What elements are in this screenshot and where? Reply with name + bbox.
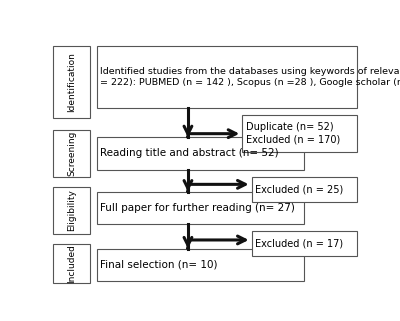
Bar (96, 248, 304, 281)
Bar (53, 244, 90, 283)
Bar (96, 46, 357, 108)
Bar (53, 130, 90, 177)
Text: Identification: Identification (67, 52, 76, 112)
Text: Full paper for further reading (n= 27): Full paper for further reading (n= 27) (100, 203, 295, 213)
Text: Screening: Screening (67, 131, 76, 176)
Bar (53, 187, 90, 234)
Bar (96, 192, 304, 224)
Text: Excluded (n = 17): Excluded (n = 17) (255, 239, 343, 249)
Text: Duplicate (n= 52)
Excluded (n = 170): Duplicate (n= 52) Excluded (n = 170) (246, 123, 340, 145)
Bar (96, 137, 304, 169)
Text: Included: Included (67, 244, 76, 283)
Text: Eligibility: Eligibility (67, 189, 76, 231)
Bar (242, 115, 357, 152)
Text: Final selection (n= 10): Final selection (n= 10) (100, 260, 218, 270)
Text: Excluded (n = 25): Excluded (n = 25) (255, 184, 344, 194)
Text: Identified studies from the databases using keywords of relevant articles (n
= 2: Identified studies from the databases us… (100, 67, 400, 87)
Bar (252, 231, 357, 256)
Bar (252, 177, 357, 202)
Bar (53, 46, 90, 117)
Text: Reading title and abstract (n= 52): Reading title and abstract (n= 52) (100, 148, 279, 159)
